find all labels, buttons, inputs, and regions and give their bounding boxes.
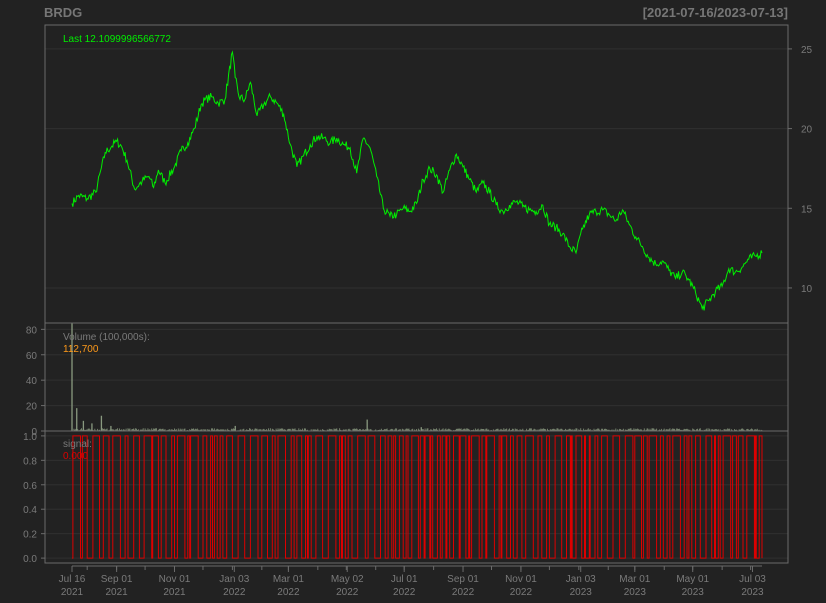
x-tick-label-month: May 02 <box>331 574 364 585</box>
x-tick-label-year: 2023 <box>624 587 647 598</box>
signal-y-tick-label: 1.0 <box>23 432 37 443</box>
grid-layer <box>45 48 788 559</box>
signal-panel <box>72 435 763 559</box>
signal-legend-value: 0.000 <box>63 451 88 462</box>
x-tick-label-year: 2022 <box>393 587 416 598</box>
x-tick-label-month: Mar 01 <box>273 574 305 585</box>
x-tick-label-month: May 01 <box>676 574 709 585</box>
x-tick-label-month: Jul 16 <box>59 574 86 585</box>
x-tick-label-month: Nov 01 <box>159 574 191 585</box>
x-tick-label-year: 2021 <box>105 587 128 598</box>
signal-panel-frame <box>44 430 789 564</box>
x-tick-label-year: 2022 <box>277 587 300 598</box>
x-tick-label-month: Jul 01 <box>391 574 418 585</box>
x-tick-label-year: 2021 <box>163 587 186 598</box>
signal-y-tick-label: 0.2 <box>23 530 37 541</box>
signal-series-line <box>72 435 763 559</box>
volume-legend-label: Volume (100,000s): <box>63 332 150 343</box>
x-tick-label-year: 2023 <box>741 587 764 598</box>
signal-y-tick-label: 0.8 <box>23 456 37 467</box>
price-legend-label: Last 12.1099996566772 <box>63 34 171 45</box>
x-tick-label-year: 2022 <box>223 587 246 598</box>
x-tick-label-year: 2023 <box>570 587 593 598</box>
panel-labels: Last 12.1099996566772 Volume (100,000s):… <box>63 34 171 462</box>
price-y-tick-label: 20 <box>801 125 813 136</box>
x-tick-label-year: 2023 <box>682 587 705 598</box>
volume-y-tick-label: 20 <box>26 402 38 413</box>
price-y-tick-label: 25 <box>801 45 813 56</box>
signal-y-tick-label: 0.6 <box>23 481 37 492</box>
price-series-line <box>71 50 763 311</box>
price-y-tick-label: 15 <box>801 204 813 215</box>
x-tick-label-year: 2022 <box>510 587 533 598</box>
x-tick-label-month: Jan 03 <box>566 574 596 585</box>
volume-y-tick-label: 80 <box>26 325 38 336</box>
price-panel-frame <box>44 24 789 324</box>
x-axis: 10 15 20 25 0 20 40 60 80 0.0 0.2 0.4 0.6 0.8 1.0 Jul 1… <box>23 45 812 598</box>
price-y-tick-label: 10 <box>801 284 813 295</box>
x-tick-label-month: Sep 01 <box>101 574 133 585</box>
volume-y-tick-label: 0 <box>31 427 37 438</box>
x-tick-label-month: Jul 03 <box>739 574 766 585</box>
signal-y-tick-label: 0.4 <box>23 505 37 516</box>
volume-panel-frame <box>44 322 789 432</box>
x-tick-label-year: 2021 <box>61 587 84 598</box>
x-tick-label-month: Jan 03 <box>219 574 249 585</box>
x-tick-label-year: 2022 <box>452 587 475 598</box>
volume-legend-value: 112,700 <box>63 344 99 355</box>
signal-y-tick-label: 0.0 <box>23 554 37 565</box>
x-tick-label-month: Sep 01 <box>447 574 479 585</box>
x-tick-label-year: 2022 <box>336 587 359 598</box>
x-tick-label-month: Mar 01 <box>619 574 651 585</box>
ticker-title: BRDG <box>44 5 83 20</box>
volume-y-tick-label: 40 <box>26 376 38 387</box>
volume-panel <box>71 323 763 431</box>
price-panel <box>71 50 763 311</box>
x-tick-label-month: Nov 01 <box>505 574 537 585</box>
signal-legend-label: signal: <box>63 439 92 450</box>
panel-frames <box>44 24 789 564</box>
volume-y-tick-label: 60 <box>26 351 38 362</box>
date-range-label: [2021-07-16/2023-07-13] <box>642 5 788 20</box>
